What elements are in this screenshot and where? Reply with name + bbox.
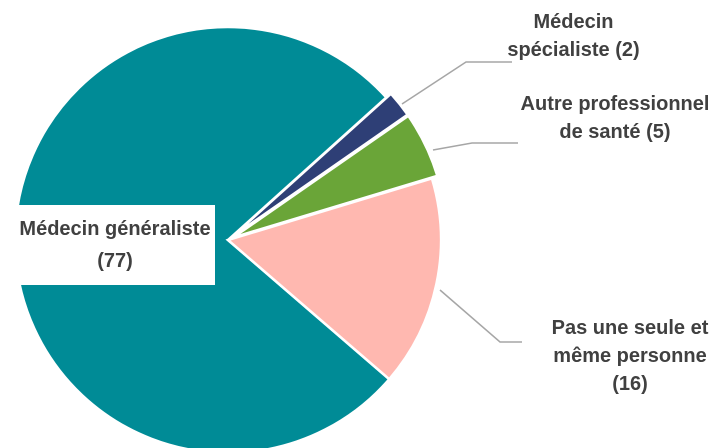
value-label: (5)	[646, 121, 671, 143]
category-label: Autre professionnel de santé	[520, 93, 710, 143]
value-label: (2)	[615, 39, 640, 61]
category-label: Pas une seule et même personne	[551, 317, 709, 367]
leader-line	[432, 142, 518, 151]
value-label: (16)	[612, 373, 648, 395]
leader-line	[401, 61, 512, 105]
data-label: Médecin généraliste (77)	[15, 205, 215, 285]
pie-slice	[225, 176, 443, 381]
pie-slice	[232, 114, 439, 239]
leader-line	[439, 289, 522, 343]
category-label: Médecin spécialiste	[507, 11, 614, 61]
data-label: Médecin spécialiste (2)	[486, 8, 661, 64]
data-label: Pas une seule et même personne (16)	[535, 314, 725, 398]
data-label: Autre professionnel de santé (5)	[520, 90, 710, 146]
category-label: Médecin généraliste	[19, 218, 211, 240]
pie-slice	[231, 91, 410, 238]
value-label: (77)	[97, 250, 133, 272]
